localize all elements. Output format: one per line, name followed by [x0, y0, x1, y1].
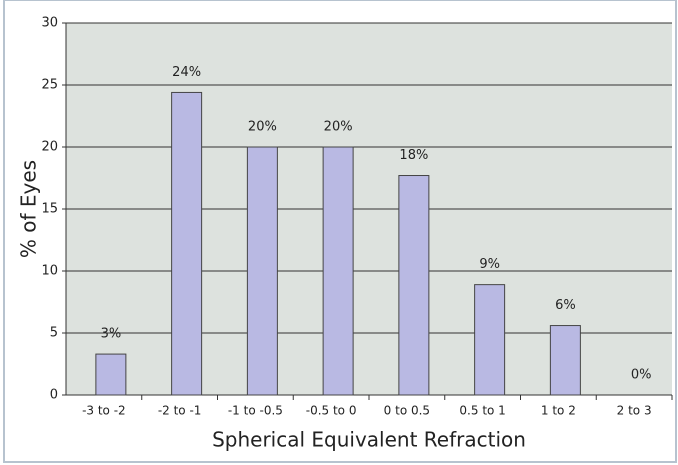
value-label: 24% — [172, 65, 201, 80]
y-tick-label: 5 — [50, 326, 58, 341]
x-tick-label: -0.5 to 0 — [306, 404, 357, 418]
value-label: 6% — [555, 298, 576, 313]
value-label: 20% — [324, 120, 353, 135]
bar — [322, 146, 354, 396]
y-tick-label: 0 — [50, 388, 58, 403]
y-tick-label: 10 — [41, 264, 58, 279]
value-label: 18% — [399, 148, 428, 163]
bar — [95, 353, 127, 396]
y-tick-label: 20 — [41, 140, 58, 155]
bar — [171, 91, 203, 396]
x-tick-label: 2 to 3 — [617, 404, 652, 418]
value-label: 9% — [479, 257, 500, 272]
value-label: 20% — [248, 120, 277, 135]
y-tick-label: 25 — [41, 78, 58, 93]
bar — [549, 325, 581, 396]
y-tick-label: 15 — [41, 202, 58, 217]
x-axis-label: Spherical Equivalent Refraction — [212, 428, 526, 452]
x-tick-label: -1 to -0.5 — [228, 404, 283, 418]
x-tick-label: -3 to -2 — [82, 404, 126, 418]
bar — [398, 175, 430, 396]
x-tick-label: 0 to 0.5 — [384, 404, 430, 418]
value-label: 0% — [631, 368, 652, 383]
x-tick-label: 1 to 2 — [541, 404, 576, 418]
bar — [474, 284, 506, 396]
x-tick-label: 0.5 to 1 — [459, 404, 505, 418]
y-axis-label: % of Eyes — [17, 160, 41, 258]
value-label: 3% — [101, 327, 122, 342]
x-tick-label: -2 to -1 — [158, 404, 202, 418]
y-tick-label: 30 — [41, 16, 58, 31]
bar — [246, 146, 278, 396]
